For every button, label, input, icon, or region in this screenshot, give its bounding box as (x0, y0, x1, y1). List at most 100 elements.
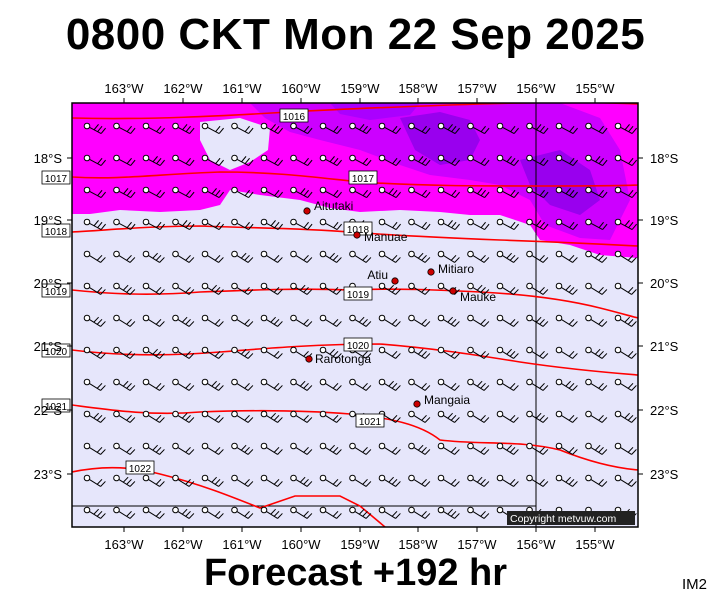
wind-barb (290, 122, 313, 134)
isobar-1019 (72, 288, 638, 319)
wind-barb (83, 474, 106, 487)
lon-label-bottom: 158°W (398, 537, 438, 552)
wind-barb (201, 122, 224, 134)
lon-label-bottom: 161°W (222, 537, 262, 552)
wind-barb (437, 506, 460, 519)
map-frame (71, 102, 639, 528)
wind-barb (467, 506, 490, 519)
wind-barb (231, 410, 254, 423)
wind-barb (172, 314, 195, 327)
wind-barb (201, 474, 224, 487)
wind-barb (83, 410, 106, 423)
wind-barb (585, 410, 608, 423)
isobar-label: 1017 (348, 170, 378, 185)
wind-barb (231, 442, 254, 455)
wind-barb (437, 410, 460, 423)
wind-barb (231, 314, 254, 327)
wind-barb (526, 378, 549, 391)
wind-barb (201, 506, 224, 519)
wind-barb (585, 314, 608, 327)
wind-barb (349, 378, 372, 391)
svg-text:1018: 1018 (45, 227, 68, 238)
wind-barb (437, 218, 460, 230)
wind-barb (260, 250, 283, 263)
place-manuae: Manuae (353, 230, 408, 244)
wind-barb (526, 346, 549, 359)
wind-barb (290, 378, 313, 391)
lon-label-top: 160°W (281, 81, 321, 96)
wind-barb (319, 506, 342, 519)
lon-label-top: 163°W (104, 81, 144, 96)
wind-barb (260, 410, 283, 423)
wind-barb (142, 442, 165, 455)
wind-barb (113, 250, 136, 263)
isobar-label: 1021 (41, 398, 71, 413)
wind-barb (408, 186, 431, 198)
wind-barb (378, 154, 401, 166)
wind-barb (555, 410, 578, 423)
wind-barb (467, 314, 490, 327)
wind-barb (378, 314, 401, 327)
wind-barb (201, 378, 224, 391)
rain-gap (200, 118, 270, 170)
wind-barb (378, 506, 401, 519)
lon-label-top: 156°W (516, 81, 556, 96)
isobar-label: 1020 (343, 337, 373, 352)
wind-barb (172, 218, 195, 230)
wind-barb (408, 314, 431, 327)
wind-barb (319, 282, 342, 295)
svg-text:1021: 1021 (359, 417, 382, 428)
wind-barb (142, 154, 165, 166)
wind-barb (290, 218, 313, 230)
svg-text:1018: 1018 (347, 225, 370, 236)
wind-barb (260, 154, 283, 166)
lat-label-right: 20°S (650, 276, 679, 291)
wind-barb (172, 250, 195, 263)
wind-barb (83, 346, 106, 359)
rain-area-heavy (400, 112, 480, 165)
place-markers: Aitutaki Manuae Mitiaro Atiu Mauke Rarotonga M… (303, 199, 496, 408)
wind-barb (319, 442, 342, 455)
wind-barb (614, 154, 637, 166)
place-mitiaro: Mitiaro (427, 262, 474, 276)
copyright-text: Copyright metvuw.com (510, 513, 616, 525)
wind-barb (585, 378, 608, 391)
wind-barb (319, 218, 342, 230)
wind-barb (408, 506, 431, 519)
wind-barb (172, 506, 195, 519)
wind-barb (113, 154, 136, 166)
wind-barb (172, 122, 195, 134)
wind-barb (142, 122, 165, 134)
wind-barb (437, 378, 460, 391)
wind-barb (467, 154, 490, 166)
lon-label-top: 161°W (222, 81, 262, 96)
wind-barb (437, 314, 460, 327)
wind-barb (378, 122, 401, 134)
wind-barb (319, 346, 342, 359)
rain-area-heavy-east (520, 150, 600, 215)
svg-text:1019: 1019 (45, 287, 68, 298)
wind-barb (437, 154, 460, 166)
wind-barb (585, 186, 608, 198)
rain-area-mid (250, 103, 630, 240)
wind-barb (201, 346, 224, 359)
wind-barb (526, 410, 549, 423)
wind-barb (555, 186, 578, 198)
wind-barb (231, 474, 254, 487)
wind-barb (526, 186, 549, 198)
wind-barb (496, 378, 519, 391)
wind-barb (378, 346, 401, 359)
wind-barb (585, 154, 608, 166)
lat-label-left: 23°S (34, 467, 63, 482)
wind-barb (408, 282, 431, 295)
wind-barb (378, 378, 401, 391)
wind-barb (496, 442, 519, 455)
wind-barb (467, 122, 490, 134)
wind-barb (142, 218, 165, 230)
isobar-label: 1021 (355, 413, 385, 428)
isobar-label: 1019 (343, 286, 373, 301)
wind-barb (201, 186, 224, 198)
wind-barb (113, 314, 136, 327)
wind-barb (83, 122, 106, 134)
lat-label-right: 22°S (650, 403, 679, 418)
